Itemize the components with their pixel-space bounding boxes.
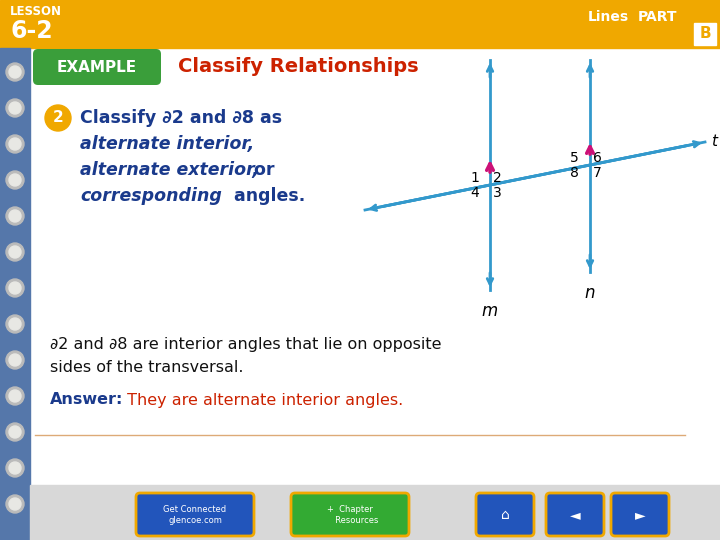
Circle shape [6,459,24,477]
Text: EXAMPLE: EXAMPLE [57,59,137,75]
Circle shape [6,423,24,441]
Text: t: t [711,134,717,150]
Text: 3: 3 [493,186,502,200]
Circle shape [9,390,21,402]
FancyBboxPatch shape [546,493,604,536]
Circle shape [9,246,21,258]
Text: 2: 2 [493,171,502,185]
Text: 8: 8 [570,166,579,180]
Text: LESSON: LESSON [10,5,62,18]
Text: ∂2 and ∂8 are interior angles that lie on opposite: ∂2 and ∂8 are interior angles that lie o… [50,338,441,353]
Circle shape [9,498,21,510]
Text: 5: 5 [570,151,579,165]
Text: 6-2: 6-2 [10,19,53,43]
Bar [0,0,720,48]
Circle shape [6,63,24,81]
Circle shape [9,210,21,222]
Text: Get Connected
glencoe.com: Get Connected glencoe.com [163,505,227,525]
Text: or: or [248,161,274,179]
Circle shape [6,171,24,189]
Circle shape [6,243,24,261]
FancyBboxPatch shape [33,49,161,85]
Circle shape [6,315,24,333]
Circle shape [9,66,21,78]
FancyBboxPatch shape [136,493,254,536]
Circle shape [9,102,21,114]
Text: ⌂: ⌂ [500,508,509,522]
Text: 7: 7 [593,166,602,180]
Text: corresponding: corresponding [80,187,222,205]
Circle shape [9,282,21,294]
Text: alternate interior,: alternate interior, [80,135,254,153]
Text: 2: 2 [53,111,63,125]
Text: Classify ∂2 and ∂8 as: Classify ∂2 and ∂8 as [80,109,282,127]
Circle shape [6,99,24,117]
Circle shape [9,462,21,474]
Bar [30,485,720,540]
Text: angles.: angles. [228,187,305,205]
Text: ◄: ◄ [570,508,580,522]
Bar [0,48,30,540]
Text: 1: 1 [470,171,479,185]
Circle shape [9,138,21,150]
FancyBboxPatch shape [476,493,534,536]
Text: 6: 6 [593,151,602,165]
Text: alternate exterior,: alternate exterior, [80,161,259,179]
Circle shape [9,426,21,438]
FancyBboxPatch shape [611,493,669,536]
Circle shape [45,105,71,131]
Text: B: B [699,26,711,42]
Text: ►: ► [635,508,645,522]
Text: They are alternate interior angles.: They are alternate interior angles. [122,393,403,408]
Circle shape [9,354,21,366]
Text: PART: PART [638,10,678,24]
Circle shape [6,351,24,369]
Text: Answer:: Answer: [50,393,123,408]
Text: n: n [585,284,595,302]
Text: Classify Relationships: Classify Relationships [178,57,418,77]
Text: sides of the transversal.: sides of the transversal. [50,360,243,375]
Circle shape [6,279,24,297]
Text: 4: 4 [470,186,479,200]
Text: Lines: Lines [588,10,629,24]
Circle shape [6,387,24,405]
Text: m: m [482,302,498,320]
Circle shape [9,174,21,186]
Circle shape [6,135,24,153]
Bar [694,23,716,45]
Circle shape [9,318,21,330]
Text: +  Chapter
     Resources: + Chapter Resources [322,505,378,525]
Circle shape [6,495,24,513]
FancyBboxPatch shape [291,493,409,536]
Circle shape [6,207,24,225]
